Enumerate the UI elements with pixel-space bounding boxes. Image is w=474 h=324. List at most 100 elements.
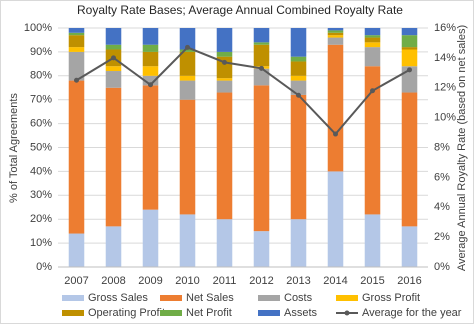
y-tick-label: 40% xyxy=(30,165,52,177)
bar-segment xyxy=(216,78,233,81)
y2-tick-label: 14% xyxy=(434,52,456,64)
bar-segment xyxy=(179,99,196,215)
x-tick-label: 2013 xyxy=(286,275,310,287)
bar-segment xyxy=(253,42,270,45)
legend-label: Gross Profit xyxy=(362,292,420,304)
legend-label: Net Sales xyxy=(186,292,234,304)
x-tick-label: 2011 xyxy=(213,275,237,287)
bar-segment xyxy=(253,44,270,67)
bar-segment xyxy=(290,28,307,57)
y2-tick-label: 8% xyxy=(434,141,450,153)
bar-segment xyxy=(105,71,122,88)
x-tick-label: 2016 xyxy=(397,275,421,287)
bar-segment xyxy=(253,68,270,86)
bar-segment xyxy=(364,37,381,43)
bar-segment xyxy=(327,35,344,38)
line-marker xyxy=(185,44,190,50)
legend-label: Assets xyxy=(284,307,318,319)
bar-segment xyxy=(401,47,418,50)
bar-segment xyxy=(142,51,159,67)
bar-segment xyxy=(216,28,233,52)
bar-segment xyxy=(105,66,122,72)
legend-label: Average for the year xyxy=(362,307,462,319)
bar-segment xyxy=(253,85,270,232)
y2-tick-label: 6% xyxy=(434,171,450,183)
y2-tick-label: 2% xyxy=(434,231,450,243)
y-tick-label: 0% xyxy=(36,261,52,273)
bar-segment xyxy=(68,80,85,234)
bar-segment xyxy=(364,35,381,38)
bar-segment xyxy=(401,35,418,48)
y-tick-label: 90% xyxy=(30,46,52,58)
bar-segment xyxy=(401,28,418,36)
bar-segment xyxy=(401,92,418,227)
bar-segment xyxy=(68,47,85,52)
legend-swatch xyxy=(258,310,280,316)
x-tick-label: 2012 xyxy=(249,275,273,287)
bar-segment xyxy=(105,28,122,45)
bar-segment xyxy=(142,28,159,45)
bar-segment xyxy=(327,28,344,31)
x-tick-label: 2010 xyxy=(175,275,199,287)
bar-segment xyxy=(179,28,196,50)
bar-segment xyxy=(253,231,270,267)
y-tick-label: 80% xyxy=(30,70,52,82)
bar-segment xyxy=(105,226,122,267)
bar-segment xyxy=(290,219,307,267)
legend-swatch xyxy=(336,295,358,301)
bar-segment xyxy=(179,75,196,81)
bar-segment xyxy=(364,66,381,215)
bar-segment xyxy=(327,32,344,36)
y-tick-label: 100% xyxy=(24,22,52,34)
bar-segment xyxy=(401,49,418,67)
bar-segment xyxy=(142,75,159,86)
bar-segment xyxy=(68,51,85,81)
bar-segment xyxy=(327,171,344,267)
bar-segment xyxy=(179,214,196,267)
bar-segment xyxy=(216,80,233,93)
bar-segment xyxy=(364,42,381,48)
line-series xyxy=(75,46,410,136)
bar-segment xyxy=(68,35,85,48)
bar-segment xyxy=(364,28,381,36)
line-marker xyxy=(74,77,79,83)
legend-swatch xyxy=(160,310,182,316)
y2-tick-label: 0% xyxy=(434,261,450,273)
bar-segment xyxy=(253,28,270,43)
bar-segment xyxy=(364,214,381,267)
x-tick-label: 2015 xyxy=(360,275,384,287)
legend-swatch xyxy=(344,310,350,316)
legend-swatch xyxy=(160,295,182,301)
legend-swatch xyxy=(62,310,84,316)
bar-segment xyxy=(216,51,233,57)
bar-segment xyxy=(105,87,122,227)
legend-label: Operating Profit xyxy=(88,307,165,319)
bar-segment xyxy=(327,44,344,172)
line-marker xyxy=(333,131,338,137)
bar-segment xyxy=(68,233,85,267)
y2-tick-label: 12% xyxy=(434,82,456,94)
chart-title: Royalty Rate Bases; Average Annual Combi… xyxy=(77,3,403,17)
x-tick-label: 2008 xyxy=(101,275,125,287)
bar-segment xyxy=(290,75,307,81)
line-marker xyxy=(222,59,227,65)
y-tick-label: 70% xyxy=(30,94,52,106)
legend-swatch xyxy=(62,295,84,301)
line-marker xyxy=(148,82,153,88)
bar-segment xyxy=(216,92,233,220)
bar-segment xyxy=(179,49,196,52)
bar-segment xyxy=(327,30,344,33)
y2-tick-label: 10% xyxy=(434,112,456,124)
bar-segment xyxy=(142,66,159,76)
y-tick-label: 60% xyxy=(30,118,52,130)
y2-tick-label: 16% xyxy=(434,22,456,34)
y-tick-label: 50% xyxy=(30,141,52,153)
line-marker xyxy=(259,65,264,71)
bar-segment xyxy=(68,28,85,33)
y2-axis-label: Average Annual Royalty Rate (based on ne… xyxy=(456,25,468,271)
bar-segment xyxy=(142,209,159,267)
y-axis-label: % of Total Agreements xyxy=(8,93,20,203)
bar-segment xyxy=(105,44,122,50)
legend-swatch xyxy=(258,295,280,301)
bar-segment xyxy=(142,85,159,210)
